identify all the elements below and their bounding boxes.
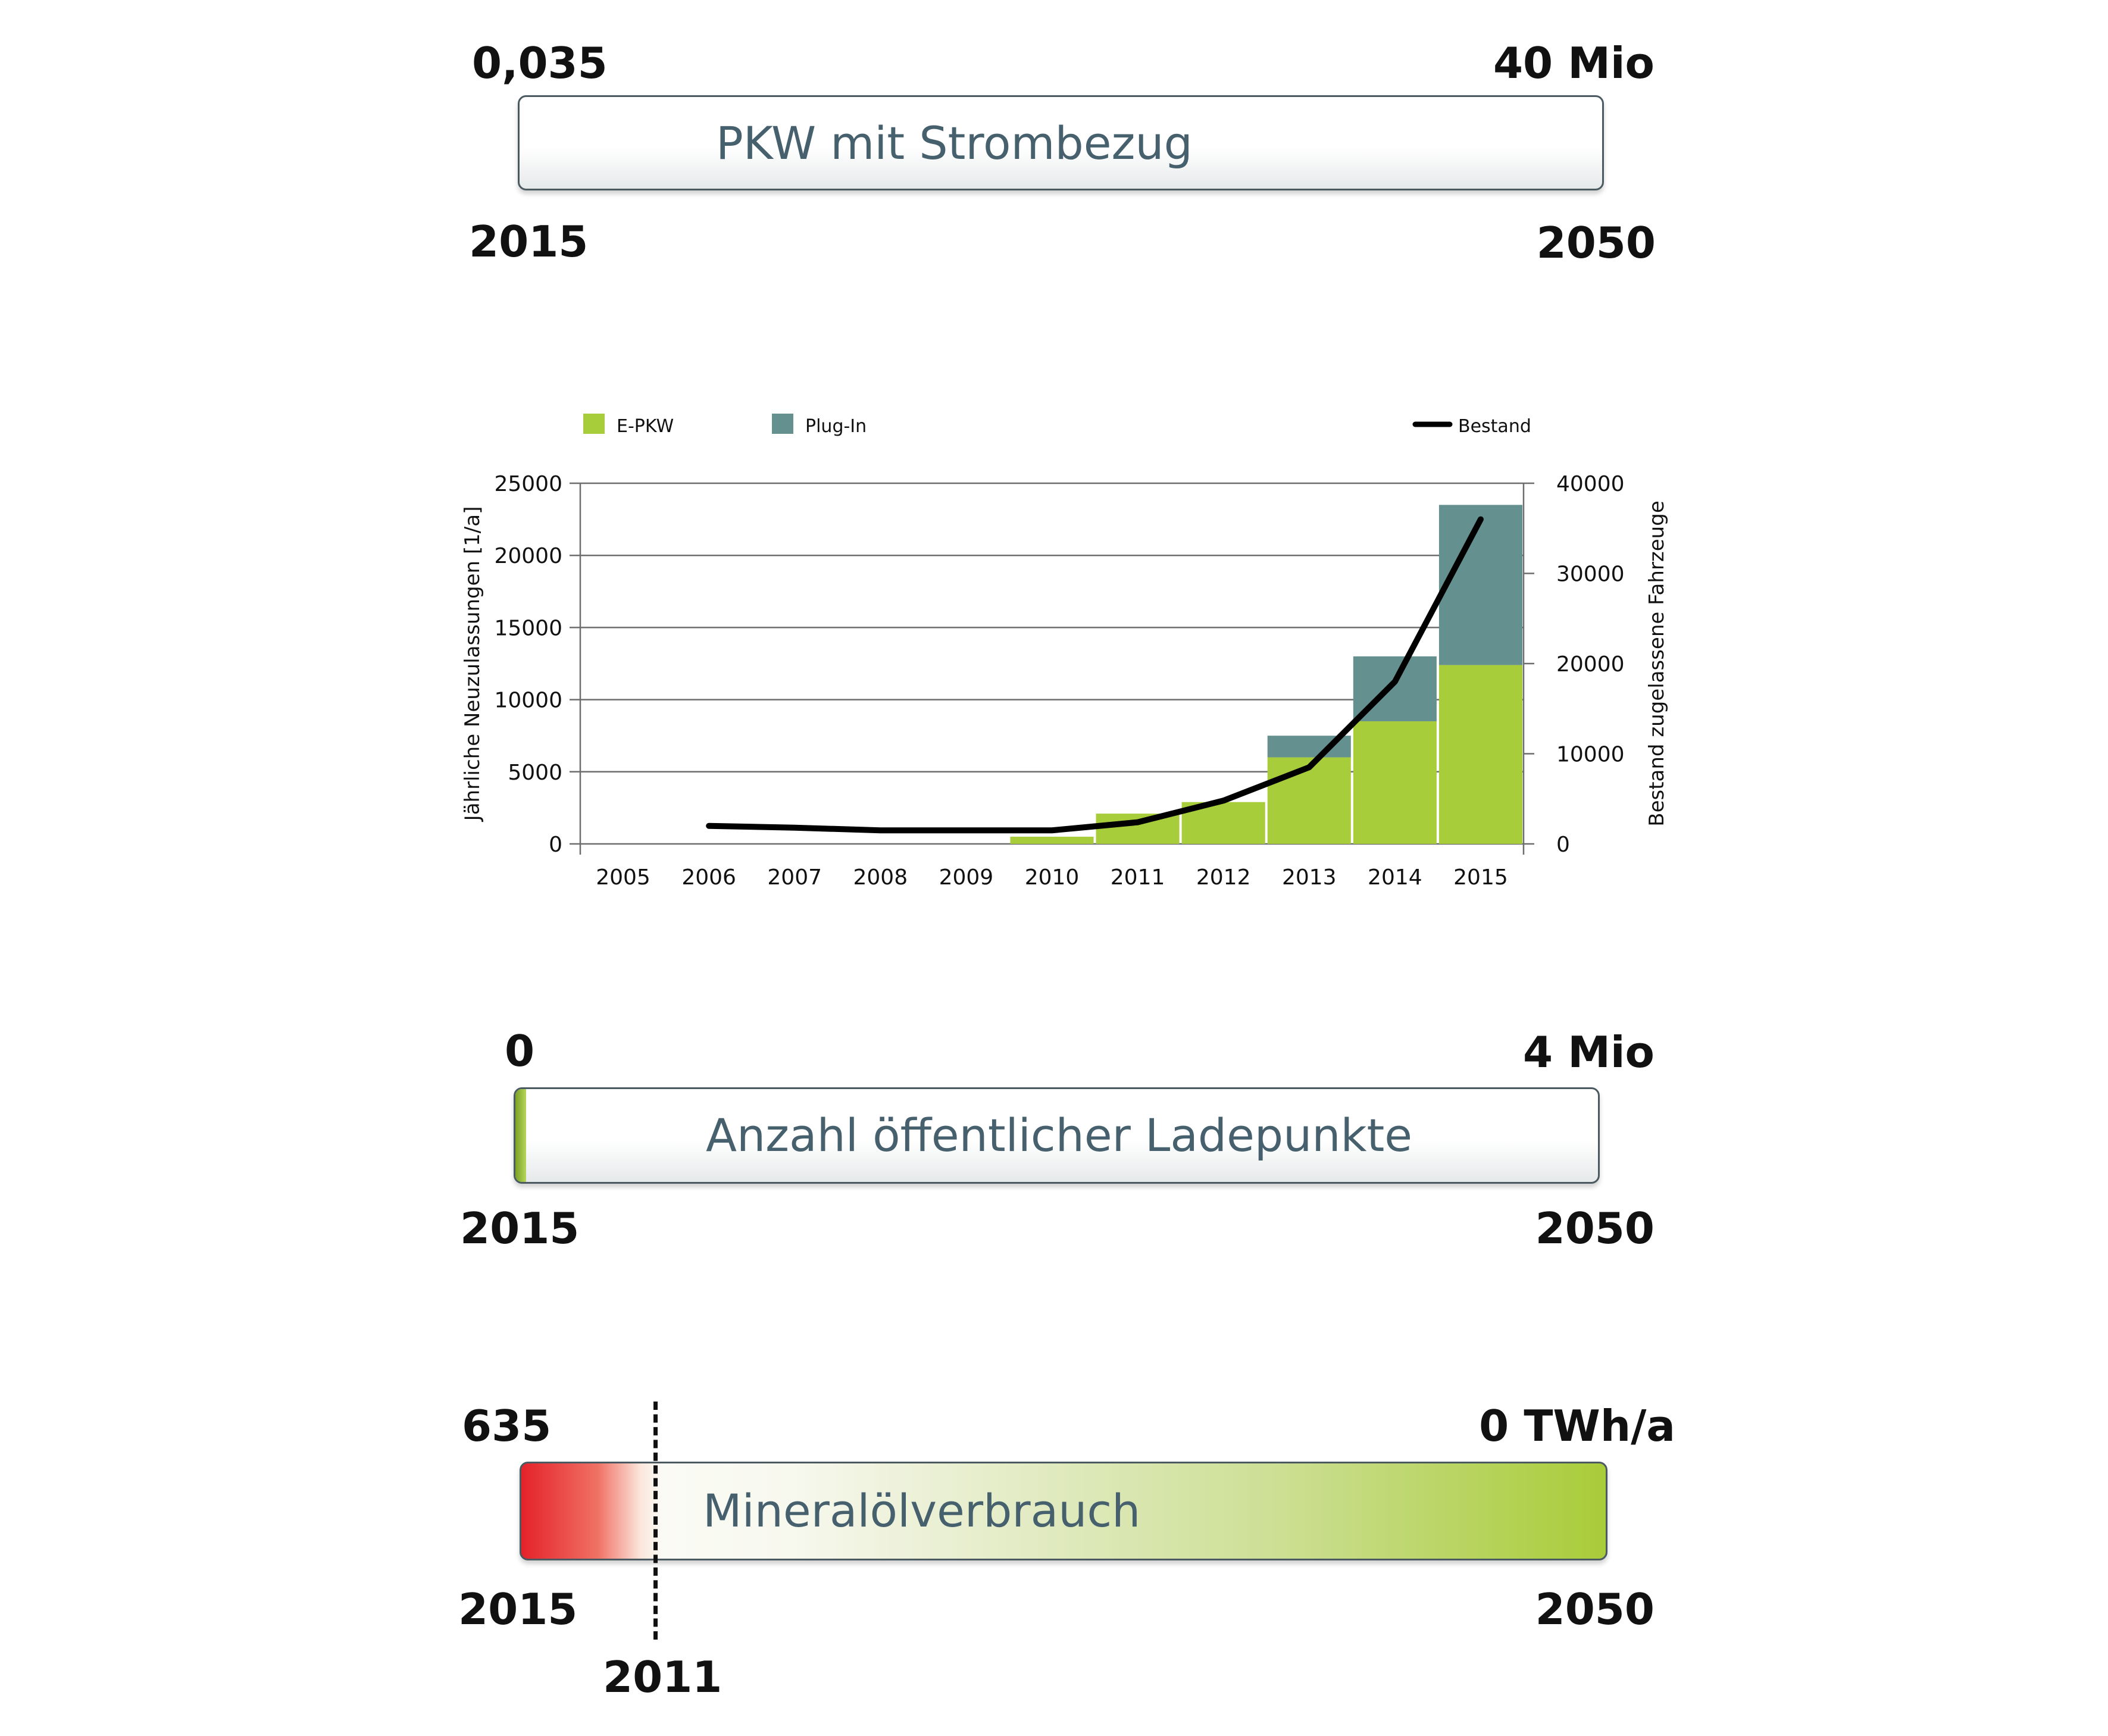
bar-epkw (1353, 721, 1437, 844)
bar1-label: PKW mit Strombezug (716, 117, 1193, 170)
bar3-value-right: 0 TWh/a (1479, 1401, 1675, 1451)
bar2-year-right: 2050 (1535, 1203, 1655, 1253)
x-tick-label: 2006 (681, 865, 736, 890)
y2-tick-label: 40000 (1556, 472, 1625, 496)
bar1-value-left: 0,035 (472, 38, 608, 88)
chart-axes: 0 5000 10000 15000 20000 25000 0 10000 20000 3000… (461, 472, 1669, 890)
legend-label: Bestand (1458, 416, 1531, 437)
x-tick-label: 2007 (767, 865, 822, 890)
x-tick-label: 2005 (596, 865, 650, 890)
legend-label: Plug-In (805, 416, 867, 437)
y-tick-label: 15000 (494, 616, 562, 640)
y-tick-label: 20000 (494, 544, 562, 568)
bar-epkw (1010, 836, 1094, 844)
chart-line (706, 516, 1484, 834)
bar3-year-right: 2050 (1535, 1584, 1655, 1634)
y-tick-label: 5000 (508, 761, 562, 785)
bar-epkw (1438, 665, 1522, 844)
bar1-year-right: 2050 (1536, 218, 1656, 268)
bar-epkw (1267, 757, 1351, 844)
y2-tick-label: 30000 (1556, 562, 1625, 587)
x-tick-label: 2012 (1196, 865, 1251, 890)
bar3-value-left: 635 (462, 1401, 552, 1451)
x-tick-label: 2015 (1453, 865, 1508, 890)
y2-axis-title: Bestand zugelassene Fahrzeuge (1645, 501, 1669, 826)
bar2-year-left: 2015 (460, 1203, 580, 1253)
legend-swatch (583, 414, 605, 434)
y2-tick-label: 10000 (1556, 743, 1625, 767)
bar2-track: Anzahl öffentlicher Ladepunkte (514, 1087, 1600, 1184)
x-tick-label: 2013 (1282, 865, 1337, 890)
bar-plugin (1438, 505, 1522, 665)
bar-epkw (1096, 814, 1180, 844)
legend-swatch (772, 414, 793, 434)
x-tick-label: 2014 (1368, 865, 1422, 890)
bar2-value-right: 4 Mio (1523, 1027, 1655, 1077)
legend-label: E-PKW (617, 416, 674, 437)
bar2-label: Anzahl öffentlicher Ladepunkte (706, 1109, 1413, 1162)
bar2-value-left: 0 (505, 1026, 535, 1076)
bar3-track: Mineralölverbrauch (520, 1462, 1607, 1560)
y-tick-label: 10000 (494, 689, 562, 713)
chart-legend: E-PKW Plug-In Bestand (583, 414, 1531, 437)
x-tick-label: 2008 (853, 865, 908, 890)
bar1-year-left: 2015 (469, 217, 589, 267)
x-tick-label: 2009 (939, 865, 994, 890)
bar3-label: Mineralölverbrauch (703, 1484, 1141, 1537)
bar3-marker-year: 2011 (603, 1652, 723, 1702)
chart-bars (1010, 505, 1522, 844)
y-axis-title: Jährliche Neuzulassungen [1/a] (461, 506, 484, 822)
bar3-year-left: 2015 (458, 1584, 578, 1634)
bar3-marker-line (653, 1402, 658, 1640)
line-bestand (706, 516, 1484, 834)
y2-tick-label: 20000 (1556, 652, 1625, 677)
bar1-track: PKW mit Strombezug (518, 95, 1604, 190)
x-tick-label: 2010 (1025, 865, 1080, 890)
y2-tick-label: 0 (1556, 833, 1570, 857)
x-tick-label: 2011 (1111, 865, 1165, 890)
bar2-fill (515, 1089, 526, 1182)
y-tick-label: 25000 (494, 472, 562, 496)
bar1-value-right: 40 Mio (1493, 38, 1655, 88)
y-tick-label: 0 (549, 833, 562, 857)
